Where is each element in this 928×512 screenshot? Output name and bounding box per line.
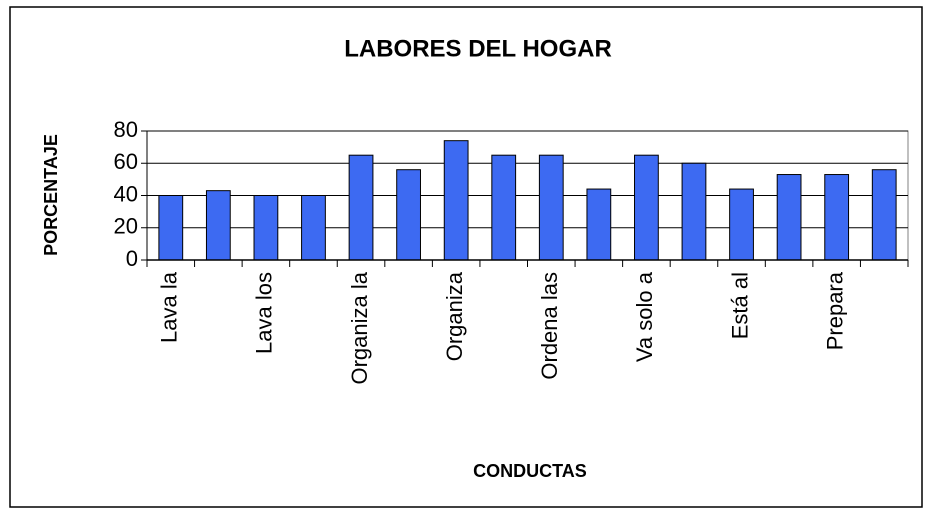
y-tick-label: 60 [114, 149, 138, 174]
y-tick-label: 80 [114, 117, 138, 142]
x-tick-label: Prepara [822, 271, 847, 350]
y-tick-label: 0 [126, 246, 138, 271]
bar [634, 154, 659, 261]
y-tick-label: 40 [114, 181, 138, 206]
bar [396, 169, 421, 261]
bar [158, 195, 184, 261]
x-tick-label: Va solo a [632, 271, 657, 362]
bar [205, 190, 231, 261]
bar [538, 154, 564, 261]
x-tick-label: Lava la [157, 271, 182, 343]
bar [586, 188, 612, 261]
y-tick-label: 20 [114, 214, 138, 239]
bar [681, 162, 707, 261]
plot-area: 0 20 40 60 80 Lava la Lava los Organiza la Organ… [114, 117, 909, 385]
x-tick-label: Organiza la [347, 271, 372, 384]
bar [776, 174, 802, 261]
bar [729, 188, 754, 261]
bar [491, 154, 517, 261]
x-tick-label: Está al [727, 272, 752, 339]
bar [253, 195, 279, 261]
x-axis-title: CONDUCTAS [473, 461, 587, 481]
x-tick-label: Organiza [442, 271, 467, 361]
bar [443, 140, 469, 261]
bar [301, 195, 326, 261]
bar [348, 154, 374, 261]
x-tick-label: Ordena las [537, 272, 562, 380]
x-tick-label: Lava los [252, 272, 277, 354]
y-axis-title: PORCENTAJE [41, 134, 61, 256]
chart-title: LABORES DEL HOGAR [344, 35, 612, 62]
bar [871, 169, 897, 261]
bar [824, 174, 850, 261]
